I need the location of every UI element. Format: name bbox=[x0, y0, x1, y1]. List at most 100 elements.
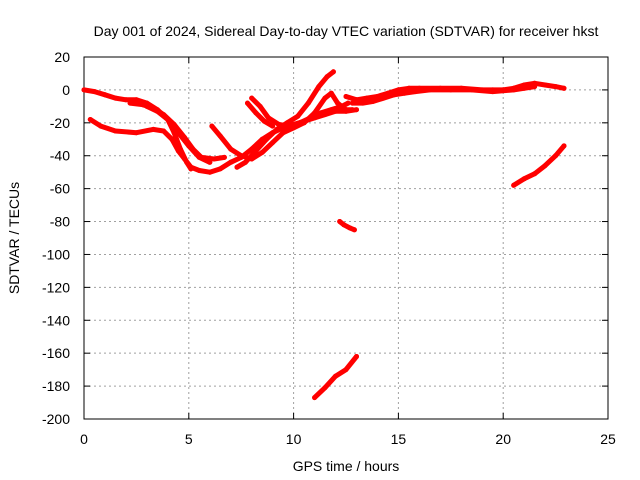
data-point bbox=[511, 182, 517, 188]
data-point bbox=[245, 100, 250, 106]
data-point bbox=[150, 126, 156, 132]
data-point bbox=[381, 95, 387, 101]
axis-ticks: 0 5 10 15 20 25-200-180-160-140-120-100-80-60… bbox=[42, 49, 616, 447]
data-point bbox=[322, 95, 328, 101]
data-point bbox=[182, 156, 188, 162]
data-point bbox=[337, 219, 343, 224]
data-point bbox=[561, 143, 567, 149]
y-tick-label: 20 bbox=[54, 49, 70, 65]
data-point bbox=[196, 168, 202, 173]
series-track-5 bbox=[209, 90, 355, 162]
data-point bbox=[263, 136, 269, 142]
data-point bbox=[238, 153, 244, 159]
data-point bbox=[402, 90, 408, 96]
data-point bbox=[335, 100, 341, 106]
data-point bbox=[351, 227, 357, 233]
data-point bbox=[448, 87, 454, 93]
data-point bbox=[532, 84, 538, 90]
y-tick-label: -100 bbox=[42, 246, 70, 262]
data-point bbox=[349, 107, 355, 113]
data-point bbox=[347, 225, 353, 231]
y-tick-label: -20 bbox=[50, 115, 70, 131]
data-point bbox=[521, 85, 527, 91]
grid-lines bbox=[84, 57, 608, 419]
data-point bbox=[280, 130, 286, 136]
data-point bbox=[370, 98, 376, 104]
data-point bbox=[270, 123, 276, 129]
y-tick-label: -120 bbox=[42, 279, 70, 295]
data-point bbox=[322, 385, 328, 391]
data-point bbox=[532, 171, 538, 177]
data-point bbox=[360, 100, 366, 106]
data-point bbox=[127, 100, 133, 106]
data-point bbox=[161, 128, 167, 134]
data-point bbox=[188, 164, 194, 170]
data-point bbox=[165, 117, 171, 122]
data-point bbox=[253, 110, 259, 116]
data-point bbox=[228, 159, 234, 165]
data-point bbox=[234, 164, 240, 170]
y-tick-label: -140 bbox=[42, 312, 70, 328]
y-tick-label: -200 bbox=[42, 411, 70, 427]
data-point bbox=[175, 148, 181, 154]
y-tick-label: -180 bbox=[42, 378, 70, 394]
data-point bbox=[249, 95, 255, 101]
data-point bbox=[542, 82, 548, 88]
data-point bbox=[553, 153, 559, 159]
y-axis-label: SDTVAR / TECUs bbox=[6, 182, 22, 294]
data-point bbox=[228, 146, 234, 152]
data-point bbox=[316, 84, 322, 90]
data-point bbox=[312, 395, 318, 401]
data-point bbox=[333, 373, 338, 379]
x-tick-label: 25 bbox=[600, 431, 616, 447]
data-point bbox=[324, 74, 330, 80]
data-point bbox=[349, 100, 355, 106]
data-point bbox=[144, 103, 150, 109]
data-point bbox=[345, 100, 351, 106]
data-point bbox=[169, 136, 175, 142]
data-point bbox=[330, 69, 336, 75]
data-point bbox=[87, 117, 93, 122]
x-tick-label: 0 bbox=[80, 431, 88, 447]
data-point bbox=[259, 149, 265, 155]
x-tick-label: 15 bbox=[391, 431, 407, 447]
data-point bbox=[209, 123, 215, 129]
data-point bbox=[391, 92, 397, 98]
data-point bbox=[395, 87, 401, 93]
data-point bbox=[307, 115, 313, 121]
y-tick-label: -60 bbox=[50, 181, 70, 197]
data-point bbox=[133, 130, 139, 136]
data-point bbox=[295, 113, 301, 119]
data-point bbox=[561, 85, 567, 91]
chart-title: Day 001 of 2024, Sidereal Day-to-day VTE… bbox=[94, 23, 599, 39]
data-point bbox=[242, 159, 248, 165]
data-point bbox=[186, 143, 192, 149]
data-point bbox=[318, 110, 324, 116]
data-point bbox=[343, 107, 349, 113]
data-point bbox=[286, 123, 292, 129]
data-point bbox=[92, 89, 97, 95]
data-point bbox=[328, 107, 334, 113]
data-point bbox=[154, 108, 160, 114]
data-point bbox=[328, 90, 334, 96]
data-point bbox=[354, 107, 359, 113]
data-point bbox=[217, 133, 223, 139]
series-track-8 bbox=[245, 100, 276, 129]
data-point bbox=[553, 84, 559, 90]
y-tick-label: -160 bbox=[42, 345, 70, 361]
data-point bbox=[221, 154, 227, 160]
data-point bbox=[521, 176, 527, 182]
data-point bbox=[469, 87, 475, 93]
data-point bbox=[341, 222, 347, 228]
data-point bbox=[412, 89, 418, 95]
data-point bbox=[270, 140, 276, 146]
data-point bbox=[339, 103, 345, 109]
data-point bbox=[123, 97, 129, 103]
data-point bbox=[490, 89, 496, 95]
data-point bbox=[427, 87, 433, 93]
data-point bbox=[102, 92, 108, 98]
data-point bbox=[112, 128, 118, 134]
data-point bbox=[175, 130, 181, 136]
data-point bbox=[343, 94, 349, 99]
